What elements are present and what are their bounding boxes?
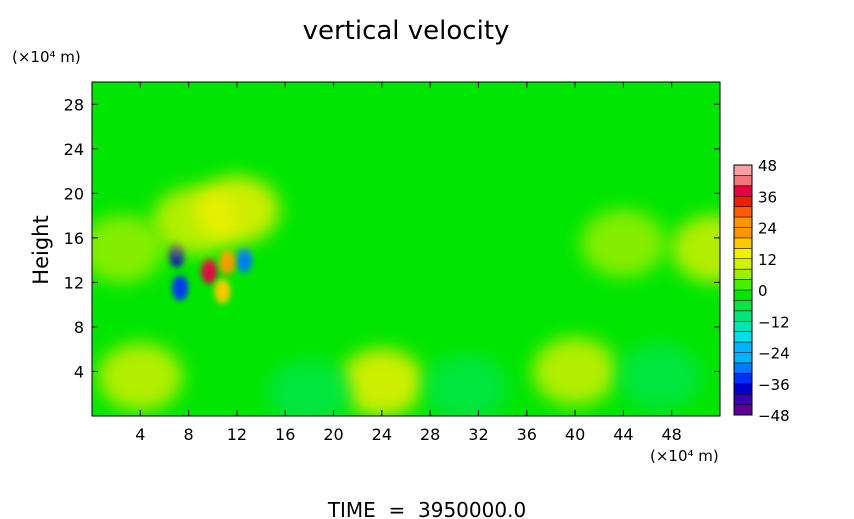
field-feature-11 (266, 359, 352, 416)
colorbar-bin (734, 165, 752, 176)
field-feature-2 (236, 247, 253, 273)
colorbar-bin (734, 404, 752, 416)
x-tick-label: 44 (613, 425, 633, 444)
colorbar-bin (734, 321, 752, 332)
colorbar-bin (734, 258, 752, 270)
colorbar-label: 48 (758, 157, 777, 175)
field-feature-1 (172, 275, 189, 301)
x-tick-label: 36 (517, 425, 537, 444)
field-feature-4 (219, 249, 236, 275)
colorbar-label: 36 (758, 188, 777, 206)
colorbar-bin (734, 248, 752, 260)
y-tick-label: 28 (64, 95, 84, 114)
chart-title: vertical velocity (303, 16, 510, 46)
colorbar-bin (734, 373, 752, 385)
y-tick-label: 12 (64, 273, 84, 292)
colorbar-bin (734, 300, 752, 312)
colorbar-bin (734, 394, 752, 405)
colorbar-bin (734, 196, 752, 207)
field-feature-3 (201, 258, 218, 284)
colorbar-bin (734, 290, 752, 301)
x-tick-label: 20 (323, 425, 343, 444)
y-tick-label: 20 (64, 184, 84, 203)
colorbar-bin (734, 269, 752, 280)
x-tick-label: 40 (565, 425, 585, 444)
colorbar-label: 24 (758, 220, 777, 238)
colorbar-bin (734, 227, 752, 239)
colorbar-frame (733, 164, 753, 416)
field-feature-10 (532, 337, 618, 406)
colorbar-bin (734, 217, 752, 228)
field-feature-5 (214, 278, 231, 304)
field-feature-13 (617, 343, 703, 412)
field-feature-16 (92, 215, 165, 283)
x-unit-label: (×10⁴ m) (650, 447, 719, 465)
colorbar-label: −12 (758, 313, 790, 331)
colorbar-label: 0 (758, 282, 768, 300)
field-feature-15 (671, 215, 720, 283)
colorbar-bin (734, 237, 752, 249)
y-tick-label: 24 (64, 140, 84, 159)
colorbar-label: −36 (758, 376, 790, 394)
x-tick-label: 28 (420, 425, 440, 444)
field-feature-9 (339, 348, 425, 416)
velocity-field (92, 176, 720, 416)
x-tick-label: 24 (372, 425, 392, 444)
colorbar-bin (734, 206, 752, 218)
y-unit-label: (×10⁴ m) (12, 48, 81, 66)
colorbar: 48 36 24 12 0 −12 −24 −36 −48 (733, 157, 790, 425)
colorbar-bin (734, 175, 752, 187)
y-tick-label: 16 (64, 229, 84, 248)
colorbar-bin (734, 331, 752, 343)
x-tick-label: 12 (227, 425, 247, 444)
field-feature-14 (580, 209, 666, 278)
field-feature-12 (423, 354, 509, 416)
x-tick-label: 48 (662, 425, 682, 444)
colorbar-bin (734, 185, 752, 197)
time-footer: TIME = 3950000.0 (327, 498, 526, 519)
x-tick-label: 8 (184, 425, 194, 444)
x-axis: 4 8 12 16 20 24 28 32 36 40 44 48 (135, 82, 682, 444)
x-tick-label: 4 (135, 425, 145, 444)
colorbar-label: −48 (758, 407, 790, 425)
y-tick-label: 8 (74, 318, 84, 337)
colorbar-bin (734, 310, 752, 322)
y-axis-label: Height (29, 215, 53, 284)
x-tick-label: 16 (275, 425, 295, 444)
x-tick-label: 32 (468, 425, 488, 444)
plot-frame (91, 81, 721, 417)
field-feature-8 (97, 343, 183, 412)
field-feature-7 (194, 176, 280, 245)
colorbar-bin (734, 279, 752, 291)
colorbar-bin (734, 383, 752, 395)
y-axis: 4 8 12 16 20 24 28 (64, 95, 720, 381)
colorbar-bin (734, 362, 752, 374)
colorbar-bin (734, 342, 752, 353)
y-tick-label: 4 (74, 362, 84, 381)
colorbar-label: −24 (758, 345, 790, 363)
colorbar-label: 12 (758, 251, 777, 269)
colorbar-bin (734, 352, 752, 364)
